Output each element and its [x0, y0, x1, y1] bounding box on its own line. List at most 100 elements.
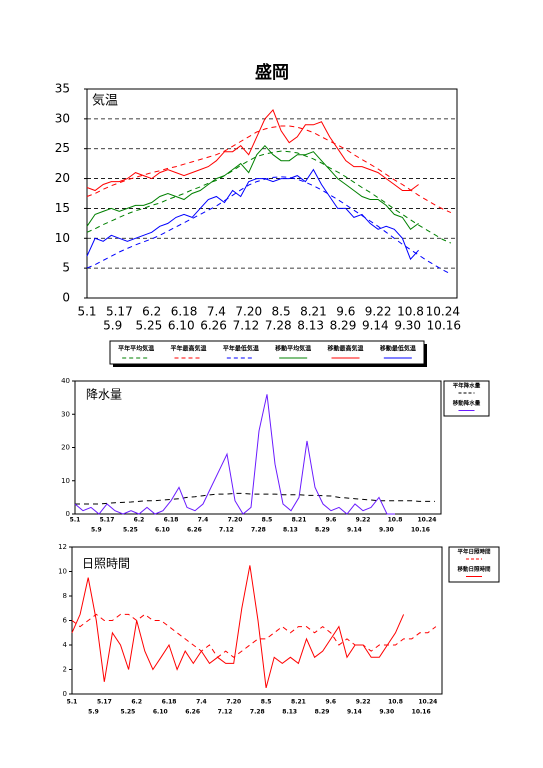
legend-label: 平年最低気温	[223, 345, 259, 353]
x-tick-label: 7.12	[219, 527, 234, 534]
x-tick-label: 8.13	[282, 709, 297, 716]
x-tick-label: 5.25	[136, 319, 163, 333]
legend-label: 移動平均気温	[275, 345, 311, 353]
x-tick-label: 9.30	[379, 527, 394, 534]
x-tick-label: 8.29	[315, 527, 330, 534]
y-tick-label: 12	[58, 543, 67, 551]
x-tick-label: 9.30	[379, 709, 394, 716]
x-tick-label: 8.5	[262, 517, 273, 524]
x-tick-label: 10.16	[412, 709, 431, 716]
x-tick-label: 5.17	[100, 517, 115, 524]
x-tick-label: 8.21	[300, 305, 327, 319]
legend-label: 平年降水量	[453, 382, 481, 390]
x-tick-label: 9.6	[325, 699, 336, 706]
y-tick-label: 20	[55, 171, 70, 185]
x-tick-label: 5.9	[91, 527, 102, 534]
x-tick-label: 5.1	[77, 305, 96, 319]
x-tick-label: 10.8	[388, 517, 403, 524]
x-tick-label: 6.2	[142, 305, 161, 319]
y-tick-label: 0	[66, 510, 70, 518]
x-tick-label: 6.10	[153, 709, 168, 716]
x-tick-label: 9.30	[394, 319, 421, 333]
legend-label: 平年日照時間	[457, 548, 491, 556]
x-tick-label: 9.22	[356, 699, 371, 706]
series-line	[86, 168, 419, 261]
x-tick-label: 7.28	[265, 319, 292, 333]
legend-label: 移動最高気温	[327, 345, 363, 353]
page-title: 盛岡	[255, 62, 289, 83]
x-tick-label: 8.29	[315, 709, 330, 716]
plot-area	[86, 88, 458, 299]
y-tick-label: 10	[61, 477, 70, 485]
x-tick-label: 5.25	[123, 527, 138, 534]
series-line	[86, 108, 419, 192]
x-tick-label: 5.1	[67, 699, 78, 706]
x-tick-label: 6.10	[168, 319, 195, 333]
series-line	[75, 492, 435, 505]
x-tick-label: 7.4	[198, 517, 209, 524]
y-tick-label: 10	[55, 231, 70, 245]
x-tick-label: 5.9	[103, 319, 122, 333]
series-line	[71, 613, 437, 659]
series-line	[86, 125, 452, 214]
y-tick-label: 10	[58, 568, 67, 576]
x-tick-label: 9.22	[356, 517, 371, 524]
y-tick-label: 20	[61, 444, 70, 452]
y-tick-label: 25	[55, 141, 70, 155]
x-tick-label: 8.21	[292, 517, 307, 524]
plot-label: 気温	[92, 93, 118, 109]
series-line	[71, 565, 405, 689]
x-tick-label: 9.6	[326, 517, 337, 524]
x-tick-label: 8.29	[330, 319, 357, 333]
y-tick-label: 4	[63, 641, 68, 649]
y-tick-label: 0	[62, 291, 70, 305]
x-tick-label: 9.14	[362, 319, 389, 333]
x-tick-label: 5.9	[88, 709, 99, 716]
y-tick-label: 2	[63, 666, 67, 674]
x-tick-label: 5.17	[106, 305, 133, 319]
y-tick-label: 30	[61, 410, 70, 418]
y-tick-label: 30	[55, 111, 70, 125]
y-tick-label: 6	[63, 617, 68, 625]
y-tick-label: 5	[62, 261, 70, 275]
y-tick-label: 8	[63, 592, 67, 600]
x-tick-label: 10.16	[427, 319, 461, 333]
x-tick-label: 6.18	[162, 699, 177, 706]
legend-label: 移動最低気温	[380, 345, 416, 353]
x-tick-label: 9.22	[365, 305, 392, 319]
x-tick-label: 10.16	[411, 527, 430, 534]
legend-label: 移動降水量	[453, 399, 481, 407]
x-tick-label: 7.28	[251, 527, 266, 534]
y-tick-label: 35	[55, 82, 70, 96]
x-tick-label: 7.20	[228, 517, 243, 524]
series-line	[86, 150, 452, 244]
x-tick-label: 10.24	[418, 517, 437, 524]
x-tick-label: 7.20	[235, 305, 262, 319]
x-tick-label: 7.12	[218, 709, 233, 716]
x-tick-label: 7.12	[233, 319, 260, 333]
plot-label: 降水量	[86, 388, 122, 402]
x-tick-label: 8.13	[283, 527, 298, 534]
x-tick-label: 10.8	[388, 699, 403, 706]
x-tick-label: 6.2	[134, 517, 145, 524]
x-tick-label: 7.28	[250, 709, 265, 716]
plot-label: 日照時間	[82, 557, 130, 571]
x-tick-label: 9.14	[347, 527, 362, 534]
y-tick-label: 15	[55, 201, 70, 215]
x-tick-label: 9.14	[347, 709, 362, 716]
x-tick-label: 8.13	[297, 319, 324, 333]
x-tick-label: 8.21	[291, 699, 306, 706]
series-line	[74, 394, 395, 515]
legend-label: 移動日照時間	[457, 565, 491, 573]
x-tick-label: 6.2	[131, 699, 142, 706]
legend-label: 平年平均気温	[118, 345, 154, 353]
x-tick-label: 6.10	[155, 527, 170, 534]
x-tick-label: 10.24	[418, 699, 437, 706]
x-tick-label: 5.17	[97, 699, 112, 706]
legend-label: 平年最高気温	[170, 345, 206, 353]
legend-box	[109, 340, 425, 365]
x-tick-label: 9.6	[336, 305, 355, 319]
series-line	[86, 176, 452, 275]
x-tick-label: 8.5	[272, 305, 291, 319]
